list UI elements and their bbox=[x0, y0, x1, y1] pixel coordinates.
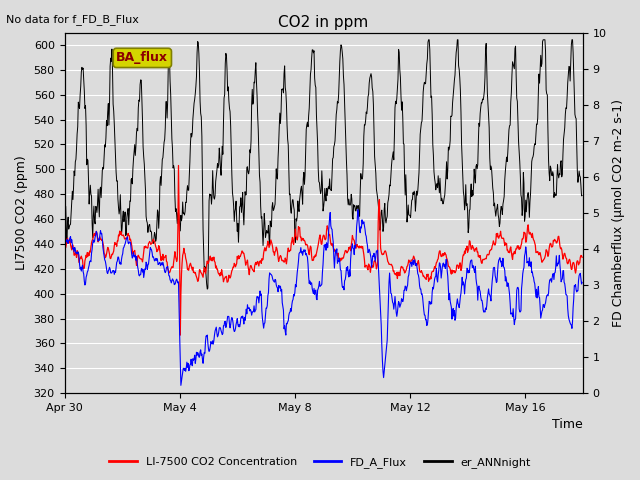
Y-axis label: FD Chamberflux (μmol CO2 m-2 s-1): FD Chamberflux (μmol CO2 m-2 s-1) bbox=[612, 99, 625, 327]
Text: No data for f_FD_B_Flux: No data for f_FD_B_Flux bbox=[6, 14, 140, 25]
Title: CO2 in ppm: CO2 in ppm bbox=[278, 15, 369, 30]
Text: BA_flux: BA_flux bbox=[116, 51, 168, 64]
X-axis label: Time: Time bbox=[552, 419, 583, 432]
Legend: LI-7500 CO2 Concentration, FD_A_Flux, er_ANNnight: LI-7500 CO2 Concentration, FD_A_Flux, er… bbox=[104, 452, 536, 472]
Y-axis label: LI7500 CO2 (ppm): LI7500 CO2 (ppm) bbox=[15, 156, 28, 270]
